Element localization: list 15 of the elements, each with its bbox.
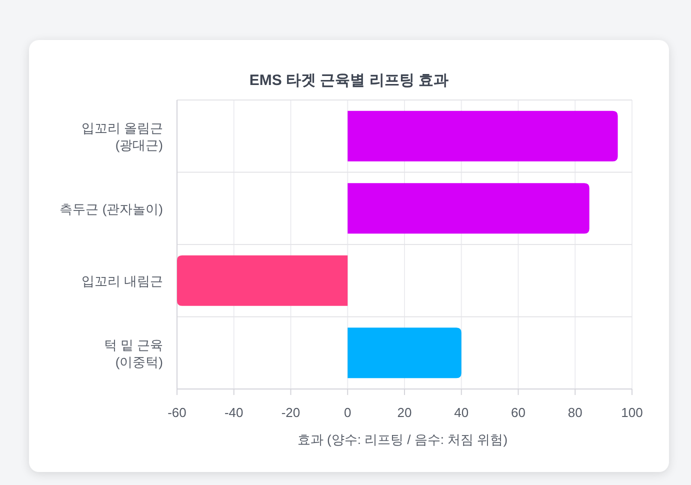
x-tick-label: 20: [397, 405, 412, 420]
chart-title: EMS 타겟 근육별 리프팅 효과: [249, 72, 449, 89]
x-tick-label: -40: [224, 405, 244, 420]
x-tick-label: 60: [511, 405, 526, 420]
y-tick-label: 턱 밑 근육 (이중턱): [104, 337, 163, 370]
x-tick-label: 40: [454, 405, 469, 420]
x-tick-label: 100: [621, 405, 643, 420]
x-tick-label: 0: [344, 405, 352, 420]
y-tick-label: 입꼬리 올림근 (광대근): [81, 120, 163, 153]
y-tick-label: 입꼬리 내림근: [81, 274, 163, 289]
x-tick-label: -60: [168, 405, 186, 420]
x-tick-label: 80: [568, 405, 582, 420]
x-tick-label: -20: [281, 405, 300, 420]
y-tick-label: 측두근 (관자놀이): [60, 201, 163, 216]
x-axis-title: 효과 (양수: 리프팅 / 음수: 처짐 위험): [297, 432, 508, 447]
